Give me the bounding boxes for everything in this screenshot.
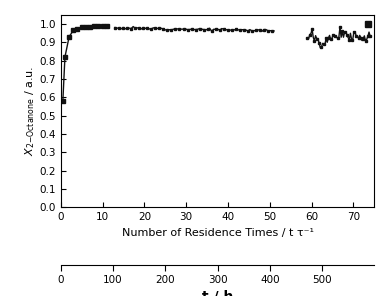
X-axis label: t / h: t / h — [202, 289, 233, 296]
X-axis label: Number of Residence Times / t τ⁻¹: Number of Residence Times / t τ⁻¹ — [122, 228, 314, 238]
Y-axis label: $X_{2\mathrm{-Octanone}}$ / a.u.: $X_{2\mathrm{-Octanone}}$ / a.u. — [23, 66, 36, 156]
